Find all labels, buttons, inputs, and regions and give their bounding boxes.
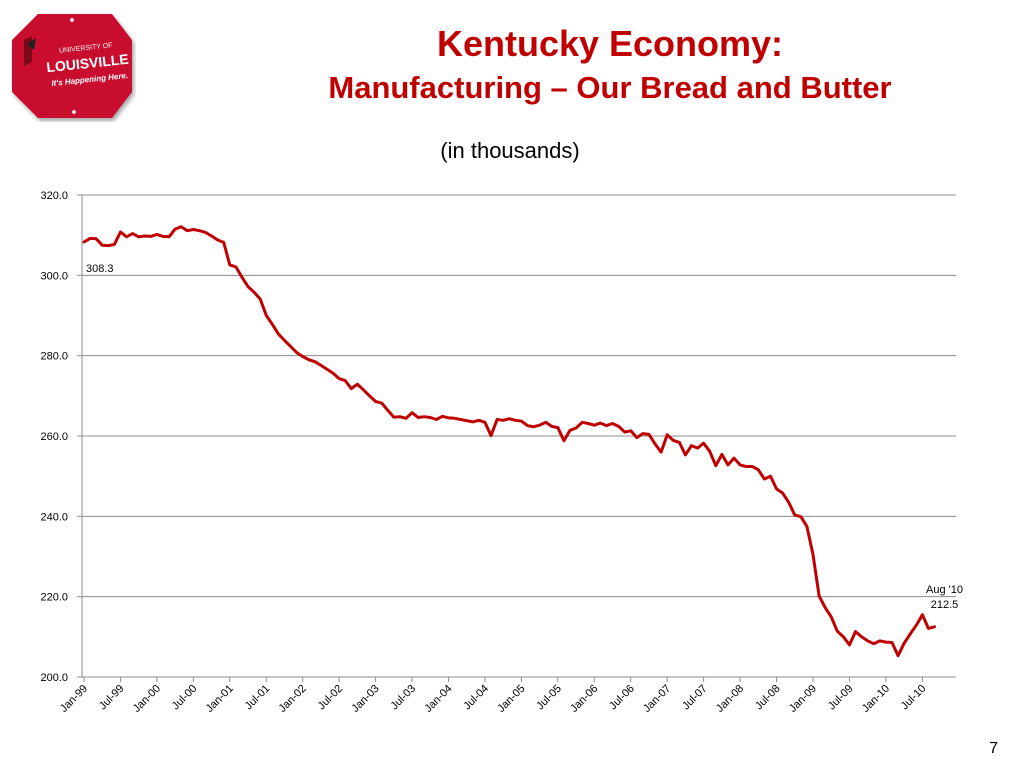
x-tick-label: Jul-99 [97, 683, 127, 713]
x-tick-label: Jul-04 [461, 683, 491, 713]
university-logo: UNIVERSITY OF LOUISVILLE It's Happening … [8, 10, 136, 122]
x-tick-label: Jul-03 [388, 683, 418, 713]
x-tick-label: Jan-07 [641, 683, 673, 715]
logo-shape [12, 14, 132, 118]
x-tick-label: Jul-05 [534, 683, 564, 713]
x-tick-label: Jan-99 [58, 683, 90, 715]
page-number: 7 [989, 740, 998, 757]
x-tick-label: Jan-02 [277, 683, 309, 715]
x-tick-label: Jul-06 [607, 683, 637, 713]
unit-note: (in thousands) [440, 138, 580, 163]
x-tick-label: Jul-07 [680, 683, 710, 713]
x-tick-label: Jan-08 [714, 683, 746, 715]
x-tick-label: Jul-00 [170, 683, 200, 713]
x-tick-label: Jan-04 [422, 683, 454, 715]
logo-bolt-icon [72, 110, 76, 114]
y-tick-label: 300.0 [40, 270, 68, 282]
logo-beak-icon [27, 38, 36, 50]
x-tick-label: Jul-01 [243, 683, 273, 713]
logo-cardinal-icon [24, 36, 32, 66]
x-tick-label: Jan-01 [204, 683, 236, 715]
x-tick-label: Jul-10 [899, 683, 929, 713]
data-label-end-date: Aug '10 [926, 584, 963, 596]
series-line [82, 225, 936, 658]
y-tick-label: 280.0 [40, 351, 68, 363]
data-label-start: 308.3 [86, 263, 114, 275]
x-tick-label: Jul-08 [753, 683, 783, 713]
slide-title: Kentucky Economy: Manufacturing – Our Br… [260, 24, 960, 108]
x-tick-label: Jul-09 [826, 683, 856, 713]
y-tick-label: 200.0 [40, 672, 68, 684]
page-title: Kentucky Economy: [436, 23, 784, 64]
x-tick-label: Jan-09 [787, 683, 819, 715]
y-tick-label: 240.0 [40, 511, 68, 523]
data-label-end-value: 212.5 [931, 599, 959, 611]
manufacturing-line-chart: 200.0 220.0 240.0 260.0 280.0 300.0 320.0 Jan-9… [40, 190, 963, 715]
x-tick-label: Jan-03 [349, 683, 381, 715]
x-tick-label: Jan-05 [495, 683, 527, 715]
logo-shield-icon: UNIVERSITY OF LOUISVILLE It's Happening … [12, 14, 132, 118]
x-tick-label: Jan-06 [568, 683, 600, 715]
y-tick-label: 220.0 [40, 592, 68, 604]
logo-bolt-icon [70, 18, 74, 22]
x-tick-label: Jan-10 [860, 683, 892, 715]
x-tick-label: Jul-02 [316, 683, 346, 713]
y-tick-label: 260.0 [40, 431, 68, 443]
y-tick-label: 320.0 [40, 190, 68, 202]
x-tick-label: Jan-00 [131, 683, 163, 715]
page-subtitle: Manufacturing – Our Bread and Butter [328, 70, 892, 105]
